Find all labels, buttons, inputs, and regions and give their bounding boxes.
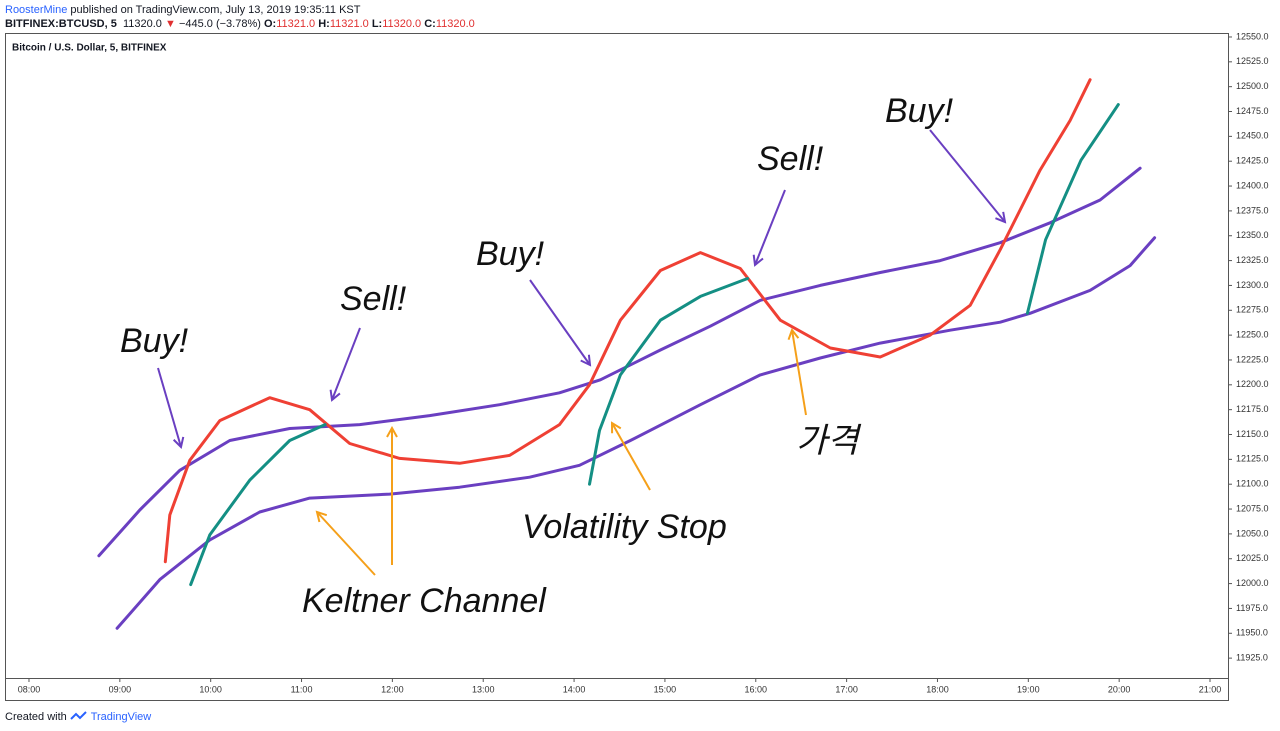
y-tick-label: 11950.0 <box>1236 628 1268 638</box>
y-tick-label: 12425.0 <box>1236 156 1269 166</box>
o-val: 11321.0 <box>276 18 316 30</box>
price: 11320.0 <box>122 18 162 30</box>
y-tick-label: 12250.0 <box>1236 330 1269 340</box>
y-tick-label: 12500.0 <box>1236 81 1269 91</box>
arrow <box>157 367 181 447</box>
y-tick-label: 12075.0 <box>1236 503 1269 513</box>
arrow <box>929 129 1005 222</box>
arrow <box>612 423 651 491</box>
annotation: Sell! <box>340 280 407 318</box>
logo <box>70 711 87 720</box>
annotation: Buy! <box>885 92 954 130</box>
y-tick-label: 12150.0 <box>1236 429 1269 439</box>
x-tick-label: 08:00 <box>18 684 41 694</box>
footer: Created with TradingView <box>5 710 151 723</box>
annotation: Buy! <box>476 235 545 273</box>
arrow <box>792 330 807 416</box>
y-tick-label: 12375.0 <box>1236 205 1269 215</box>
y-tick-label: 12025.0 <box>1236 553 1269 563</box>
chart-title: Bitcoin / U.S. Dollar, 5, BITFINEX <box>12 43 167 54</box>
y-tick-label: 12550.0 <box>1236 31 1269 41</box>
x-tick-label: 10:00 <box>199 684 222 694</box>
annotation: 가격 <box>796 422 862 460</box>
y-tick-label: 12200.0 <box>1236 379 1269 389</box>
x-tick-label: 18:00 <box>926 684 949 694</box>
arrows <box>157 129 1005 576</box>
y-tick-label: 12275.0 <box>1236 305 1269 315</box>
y-tick-label: 12525.0 <box>1236 56 1269 66</box>
x-tick-label: 16:00 <box>745 684 768 694</box>
annotation: Volatility Stop <box>522 508 727 546</box>
published: published on TradingView.com, July 13, 2… <box>70 4 361 16</box>
arrow <box>332 327 361 400</box>
x-tick-label: 19:00 <box>1017 684 1040 694</box>
line <box>1025 103 1120 315</box>
change: −445.0 (−3.78%) <box>178 18 261 30</box>
y-tick-label: 12350.0 <box>1236 230 1269 240</box>
x-tick-label: 09:00 <box>109 684 132 694</box>
line <box>115 236 1157 630</box>
y-tick-label: 12400.0 <box>1236 180 1269 190</box>
arrow <box>529 279 590 365</box>
y-tick-label: 11925.0 <box>1236 652 1268 662</box>
o: O: <box>263 18 277 30</box>
ohlc: O:11321.0 H:11321.0 L:11320.0 C:11320.0 <box>264 18 475 30</box>
x-tick-label: 17:00 <box>835 684 858 694</box>
line <box>189 423 327 587</box>
annotation: Sell! <box>757 140 824 178</box>
author[interactable]: RoosterMine <box>5 4 68 16</box>
c-val: 11320.0 <box>435 18 475 30</box>
y-tick-label: 12100.0 <box>1236 479 1269 489</box>
header: RoosterMine published on TradingView.com… <box>5 3 475 31</box>
y-tick-label: 12450.0 <box>1236 131 1269 141</box>
x-tick-label: 15:00 <box>654 684 677 694</box>
annotations: Buy! Sell! Buy! Sell! Buy! Keltner Chann… <box>120 92 954 620</box>
line <box>163 78 1092 564</box>
y-tick-label: 12225.0 <box>1236 354 1269 364</box>
x-tick-label: 13:00 <box>472 684 495 694</box>
y-tick-label: 12175.0 <box>1236 404 1269 414</box>
annotation: Buy! <box>120 322 189 360</box>
line <box>97 166 1142 558</box>
y-tick-label: 12125.0 <box>1236 454 1269 464</box>
line <box>588 277 750 486</box>
symbol: BITFINEX:BTCUSD, 5 <box>5 18 117 30</box>
annotation: Keltner Channel <box>302 582 547 620</box>
y-tick-label: 12475.0 <box>1236 106 1269 116</box>
arrow: ▼ <box>164 18 176 30</box>
x-tick-label: 20:00 <box>1108 684 1131 694</box>
c: C: <box>424 18 436 30</box>
x-tick-label: 12:00 <box>381 684 404 694</box>
x-tick-label: 21:00 <box>1199 684 1222 694</box>
y-tick-label: 12300.0 <box>1236 280 1269 290</box>
arrow <box>317 512 376 576</box>
l-val: 11320.0 <box>382 18 422 30</box>
l: L: <box>371 18 383 30</box>
y-tick-label: 12050.0 <box>1236 528 1269 538</box>
x-tick-label: 11:00 <box>291 684 313 694</box>
y-tick-label: 12325.0 <box>1236 255 1269 265</box>
h-val: 11321.0 <box>329 18 369 30</box>
h: H: <box>318 18 330 30</box>
x-tick-label: 14:00 <box>563 684 586 694</box>
y-tick-label: 11975.0 <box>1236 603 1268 613</box>
y-tick-label: 12000.0 <box>1236 578 1269 588</box>
frame <box>5 33 1229 701</box>
created: Created with <box>5 711 67 723</box>
brand[interactable]: TradingView <box>90 711 152 723</box>
arrow <box>755 189 786 265</box>
